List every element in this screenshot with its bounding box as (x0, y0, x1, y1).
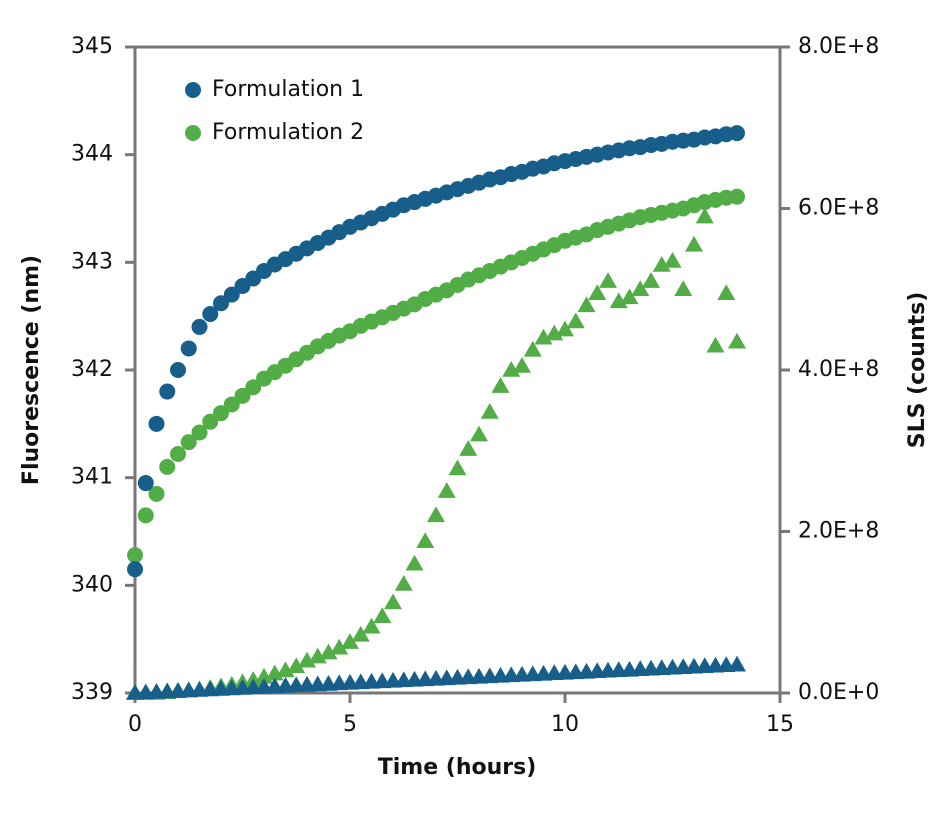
sls-point (685, 235, 703, 252)
sls-point (319, 643, 338, 660)
sls-point (674, 280, 693, 296)
fluorescence-point (127, 547, 143, 564)
fluorescence-point (148, 485, 165, 502)
x-tick-label: 15 (766, 712, 794, 737)
sls-point (577, 296, 596, 313)
sls-point (427, 506, 445, 523)
legend-label: Formulation 2 (212, 120, 364, 145)
sls-point (728, 332, 746, 349)
fluorescence-point (202, 306, 219, 323)
y-tick-label: 339 (71, 680, 113, 705)
fluorescence-point (159, 458, 176, 475)
sls-point (298, 651, 316, 668)
y-tick-label: 345 (71, 34, 113, 59)
sls-point (470, 425, 488, 442)
fluorescence-point (729, 125, 745, 142)
y-tick-label: 340 (71, 572, 113, 597)
sls-point (652, 256, 671, 272)
fluorescence-point (148, 415, 165, 432)
y-tick-label: 341 (71, 465, 113, 490)
y-tick-label: 343 (71, 249, 113, 274)
sls-point (695, 207, 714, 224)
legend-label: Formulation 1 (212, 77, 364, 102)
sls-point (523, 340, 542, 357)
sls-point (534, 328, 553, 345)
sls-point (384, 593, 402, 610)
sls-point (341, 633, 359, 649)
sls-point (631, 280, 650, 296)
sls-point (437, 482, 456, 498)
sls-point (556, 320, 574, 337)
fluorescence-point (127, 561, 143, 578)
fluorescence-point (180, 340, 197, 357)
x-tick-label: 0 (128, 712, 142, 737)
legend-marker (185, 82, 201, 98)
x-tick-label: 5 (343, 712, 357, 737)
sls-point (513, 356, 531, 373)
sls-point (362, 617, 381, 634)
sls-point (351, 625, 370, 642)
fluorescence-point (213, 405, 229, 422)
sls-point (566, 312, 585, 329)
fluorescence-point (245, 379, 262, 396)
sls-point (642, 272, 660, 288)
fluorescence-point (191, 424, 208, 441)
sls-point (502, 361, 521, 377)
sls-point (373, 607, 392, 624)
sls-point (620, 288, 639, 305)
y2-tick-label: 6.0E+8 (798, 196, 879, 221)
fluorescence-point (170, 445, 186, 462)
sls-point (717, 284, 736, 301)
y2-axis-title: SLS (counts) (905, 292, 930, 449)
fluorescence-point (180, 434, 197, 451)
sls-point (480, 402, 499, 419)
legend-marker (185, 125, 201, 141)
sls-point (459, 440, 478, 456)
sls-point (448, 459, 467, 476)
sls-point (308, 647, 327, 664)
y2-tick-label: 0.0E+0 (798, 680, 879, 705)
fluorescence-point (234, 387, 251, 404)
y2-tick-label: 4.0E+8 (798, 357, 879, 382)
fluorescence-point (202, 413, 219, 430)
fluorescence-point (213, 295, 229, 312)
sls-point (394, 574, 413, 591)
fluorescence-point (137, 507, 154, 524)
fluorescence-point (223, 396, 240, 413)
sls-point (706, 336, 725, 353)
fluorescence-point (729, 188, 745, 205)
sls-point (588, 284, 607, 301)
fluorescence-point (170, 362, 186, 378)
y2-tick-label: 8.0E+8 (798, 34, 879, 59)
sls-point (609, 292, 628, 309)
sls-point (728, 655, 746, 672)
sls-point (276, 661, 295, 678)
plot-frame (133, 45, 782, 695)
y-tick-label: 344 (71, 142, 113, 167)
fluorescence-point (159, 383, 176, 400)
sls-point (599, 272, 617, 288)
x-axis-title: Time (hours) (378, 755, 537, 780)
sls-point (491, 377, 510, 393)
sls-point (330, 638, 349, 655)
y-tick-label: 342 (71, 357, 113, 382)
y2-tick-label: 2.0E+8 (798, 519, 879, 544)
sls-point (545, 324, 564, 341)
sls-point (663, 251, 682, 268)
fluorescence-point (137, 475, 154, 492)
sls-point (416, 532, 435, 548)
sls-point (287, 657, 306, 674)
fluorescence-point (223, 286, 240, 303)
y-axis-title: Fluorescence (nm) (19, 255, 44, 485)
fluorescence-point (191, 318, 208, 335)
sls-point (405, 554, 424, 571)
x-tick-label: 10 (551, 712, 579, 737)
